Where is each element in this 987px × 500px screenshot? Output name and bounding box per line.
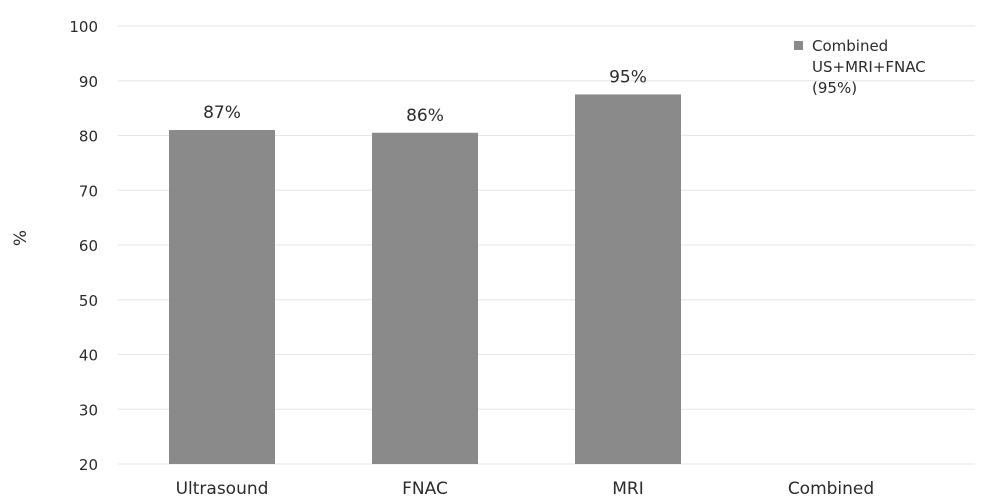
data-label-mri: 95% (609, 67, 647, 87)
y-axis-title: % (11, 230, 31, 246)
legend-label: Combined US+MRI+FNAC (95%) (812, 37, 926, 97)
y-axis-ticks: 20 30 40 50 60 70 80 90 100 (69, 18, 98, 474)
bar-fnac (372, 132, 478, 464)
y-tick-label: 30 (79, 401, 98, 419)
y-tick-label: 80 (79, 128, 98, 146)
y-tick-label: 20 (79, 456, 98, 474)
category-label-fnac: FNAC (402, 479, 448, 499)
x-axis-categories: Ultrasound FNAC MRI Combined (176, 479, 875, 499)
bars (169, 94, 681, 464)
y-tick-label: 50 (79, 292, 98, 310)
bar-ultrasound (169, 130, 275, 464)
category-label-ultrasound: Ultrasound (176, 479, 269, 499)
data-label-fnac: 86% (406, 106, 444, 126)
category-label-combined: Combined (788, 479, 874, 499)
legend: Combined US+MRI+FNAC (95%) (794, 37, 926, 97)
legend-line: US+MRI+FNAC (812, 58, 926, 76)
legend-line: (95%) (812, 79, 857, 97)
y-tick-label: 60 (79, 237, 98, 255)
y-tick-label: 90 (79, 73, 98, 91)
category-label-mri: MRI (612, 479, 644, 499)
y-tick-label: 70 (79, 182, 98, 200)
legend-line: Combined (812, 37, 888, 55)
bar-mri (575, 94, 681, 464)
data-labels: 87% 86% 95% (203, 67, 647, 125)
data-label-ultrasound: 87% (203, 103, 241, 123)
legend-swatch (794, 41, 803, 50)
y-tick-label: 100 (69, 18, 98, 36)
y-tick-label: 40 (79, 347, 98, 365)
